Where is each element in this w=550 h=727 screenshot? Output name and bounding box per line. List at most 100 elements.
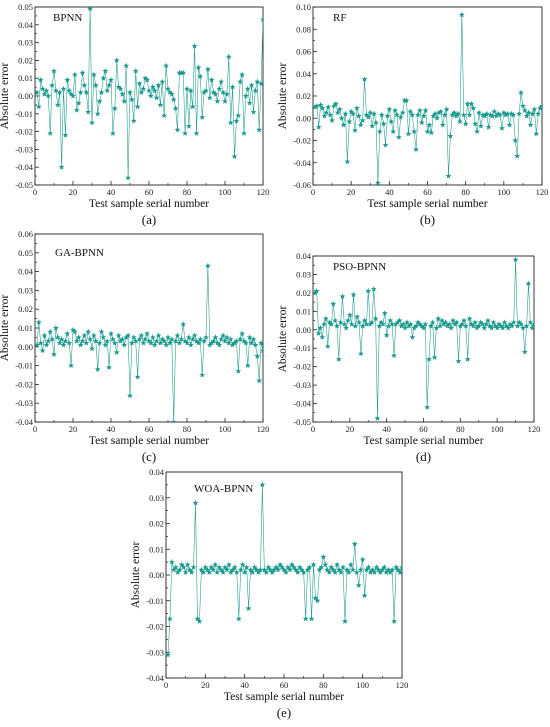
- panel-title: BPNN: [53, 12, 82, 24]
- data-point: [365, 287, 372, 294]
- data-point: [310, 561, 317, 568]
- data-point: [180, 69, 187, 76]
- data-point: [411, 324, 418, 331]
- data-point: [324, 566, 331, 573]
- y-tick-label: 0.02: [296, 288, 311, 298]
- y-tick-label: -0.01: [293, 343, 311, 353]
- data-point: [446, 321, 453, 327]
- data-point: [273, 564, 280, 570]
- data-point: [254, 353, 261, 359]
- data-point: [338, 115, 345, 121]
- data-point: [438, 317, 445, 324]
- data-point: [66, 339, 73, 346]
- y-tick-label: -0.02: [15, 379, 33, 389]
- data-point: [159, 336, 166, 342]
- data-point: [283, 569, 289, 575]
- data-point: [459, 321, 466, 327]
- x-tick-label: 80: [183, 187, 192, 197]
- data-point: [485, 124, 492, 130]
- data-point: [464, 100, 471, 107]
- data-point: [439, 121, 446, 128]
- data-point: [153, 94, 160, 101]
- data-point: [537, 105, 542, 111]
- data-point: [371, 110, 378, 117]
- data-point: [178, 336, 185, 342]
- y-tick-label: 0.01: [149, 544, 164, 554]
- data-point: [255, 569, 262, 575]
- data-point: [127, 89, 133, 95]
- data-point: [83, 339, 90, 346]
- data-point: [212, 334, 219, 340]
- data-point: [115, 332, 122, 339]
- data-point: [372, 315, 379, 322]
- data-point: [355, 582, 362, 588]
- data-point: [357, 121, 364, 128]
- data-point: [138, 89, 145, 95]
- data-point: [431, 354, 438, 360]
- data-point: [201, 89, 208, 95]
- data-point: [473, 324, 480, 331]
- data-point: [470, 105, 477, 111]
- y-tick-label: 0.05: [18, 2, 33, 12]
- x-tick-label: 120: [257, 187, 270, 197]
- data-point: [108, 330, 114, 337]
- data-point: [426, 121, 433, 128]
- data-point: [298, 566, 305, 573]
- data-point: [96, 98, 103, 104]
- panel-d: 0 20 40 60 80 100 120 -0.05 -0.04 -0.03 -0.02 -0.01…: [277, 251, 540, 464]
- x-axis-label: Test sample serial number: [89, 435, 209, 447]
- data-point: [483, 321, 490, 327]
- y-tick-label: -0.01: [146, 596, 164, 606]
- data-point: [286, 566, 293, 573]
- data-point: [206, 341, 213, 348]
- data-point: [519, 102, 526, 109]
- data-point: [516, 110, 523, 117]
- data-point: [208, 564, 215, 570]
- data-point: [357, 350, 364, 357]
- data-point: [214, 569, 221, 575]
- data-point: [494, 324, 501, 331]
- y-axis-label: Absolute error: [130, 541, 142, 608]
- data-point: [168, 559, 175, 565]
- data-point: [178, 561, 185, 568]
- data-point: [117, 338, 124, 344]
- data-point: [395, 134, 402, 140]
- data-point: [521, 348, 528, 355]
- data-point: [320, 553, 327, 560]
- data-point: [247, 566, 254, 573]
- data-point: [250, 108, 257, 115]
- data-point: [403, 97, 410, 103]
- data-point: [54, 101, 61, 108]
- data-point: [352, 127, 358, 133]
- data-point: [464, 356, 471, 362]
- plot-frame: [34, 233, 264, 423]
- data-point: [387, 317, 394, 324]
- y-tick-label: 0.03: [18, 285, 33, 295]
- data-point: [378, 319, 385, 325]
- data-point: [168, 91, 175, 97]
- data-point: [418, 119, 425, 126]
- data-point: [269, 569, 276, 575]
- data-point: [296, 564, 303, 570]
- panel-a: 0 20 40 60 80 100 120 -0.05 -0.04 -0.03 -0.02 -0.01…: [0, 2, 269, 227]
- data-point: [165, 85, 171, 92]
- series-d: [313, 256, 534, 421]
- panel-caption: (c): [142, 449, 156, 464]
- data-point: [81, 332, 88, 339]
- data-point: [367, 321, 374, 327]
- data-point: [518, 89, 524, 96]
- data-point: [497, 111, 503, 118]
- data-point: [374, 415, 381, 421]
- data-point: [249, 569, 256, 575]
- data-point: [233, 569, 240, 575]
- panel-caption: (b): [420, 212, 435, 227]
- data-point: [348, 108, 355, 115]
- data-point: [503, 322, 510, 329]
- data-point: [35, 89, 40, 95]
- data-point: [342, 110, 349, 117]
- data-point: [218, 78, 225, 85]
- data-point: [368, 319, 375, 325]
- data-point: [394, 111, 400, 118]
- x-tick-label: 100: [497, 187, 510, 197]
- data-point: [496, 321, 502, 327]
